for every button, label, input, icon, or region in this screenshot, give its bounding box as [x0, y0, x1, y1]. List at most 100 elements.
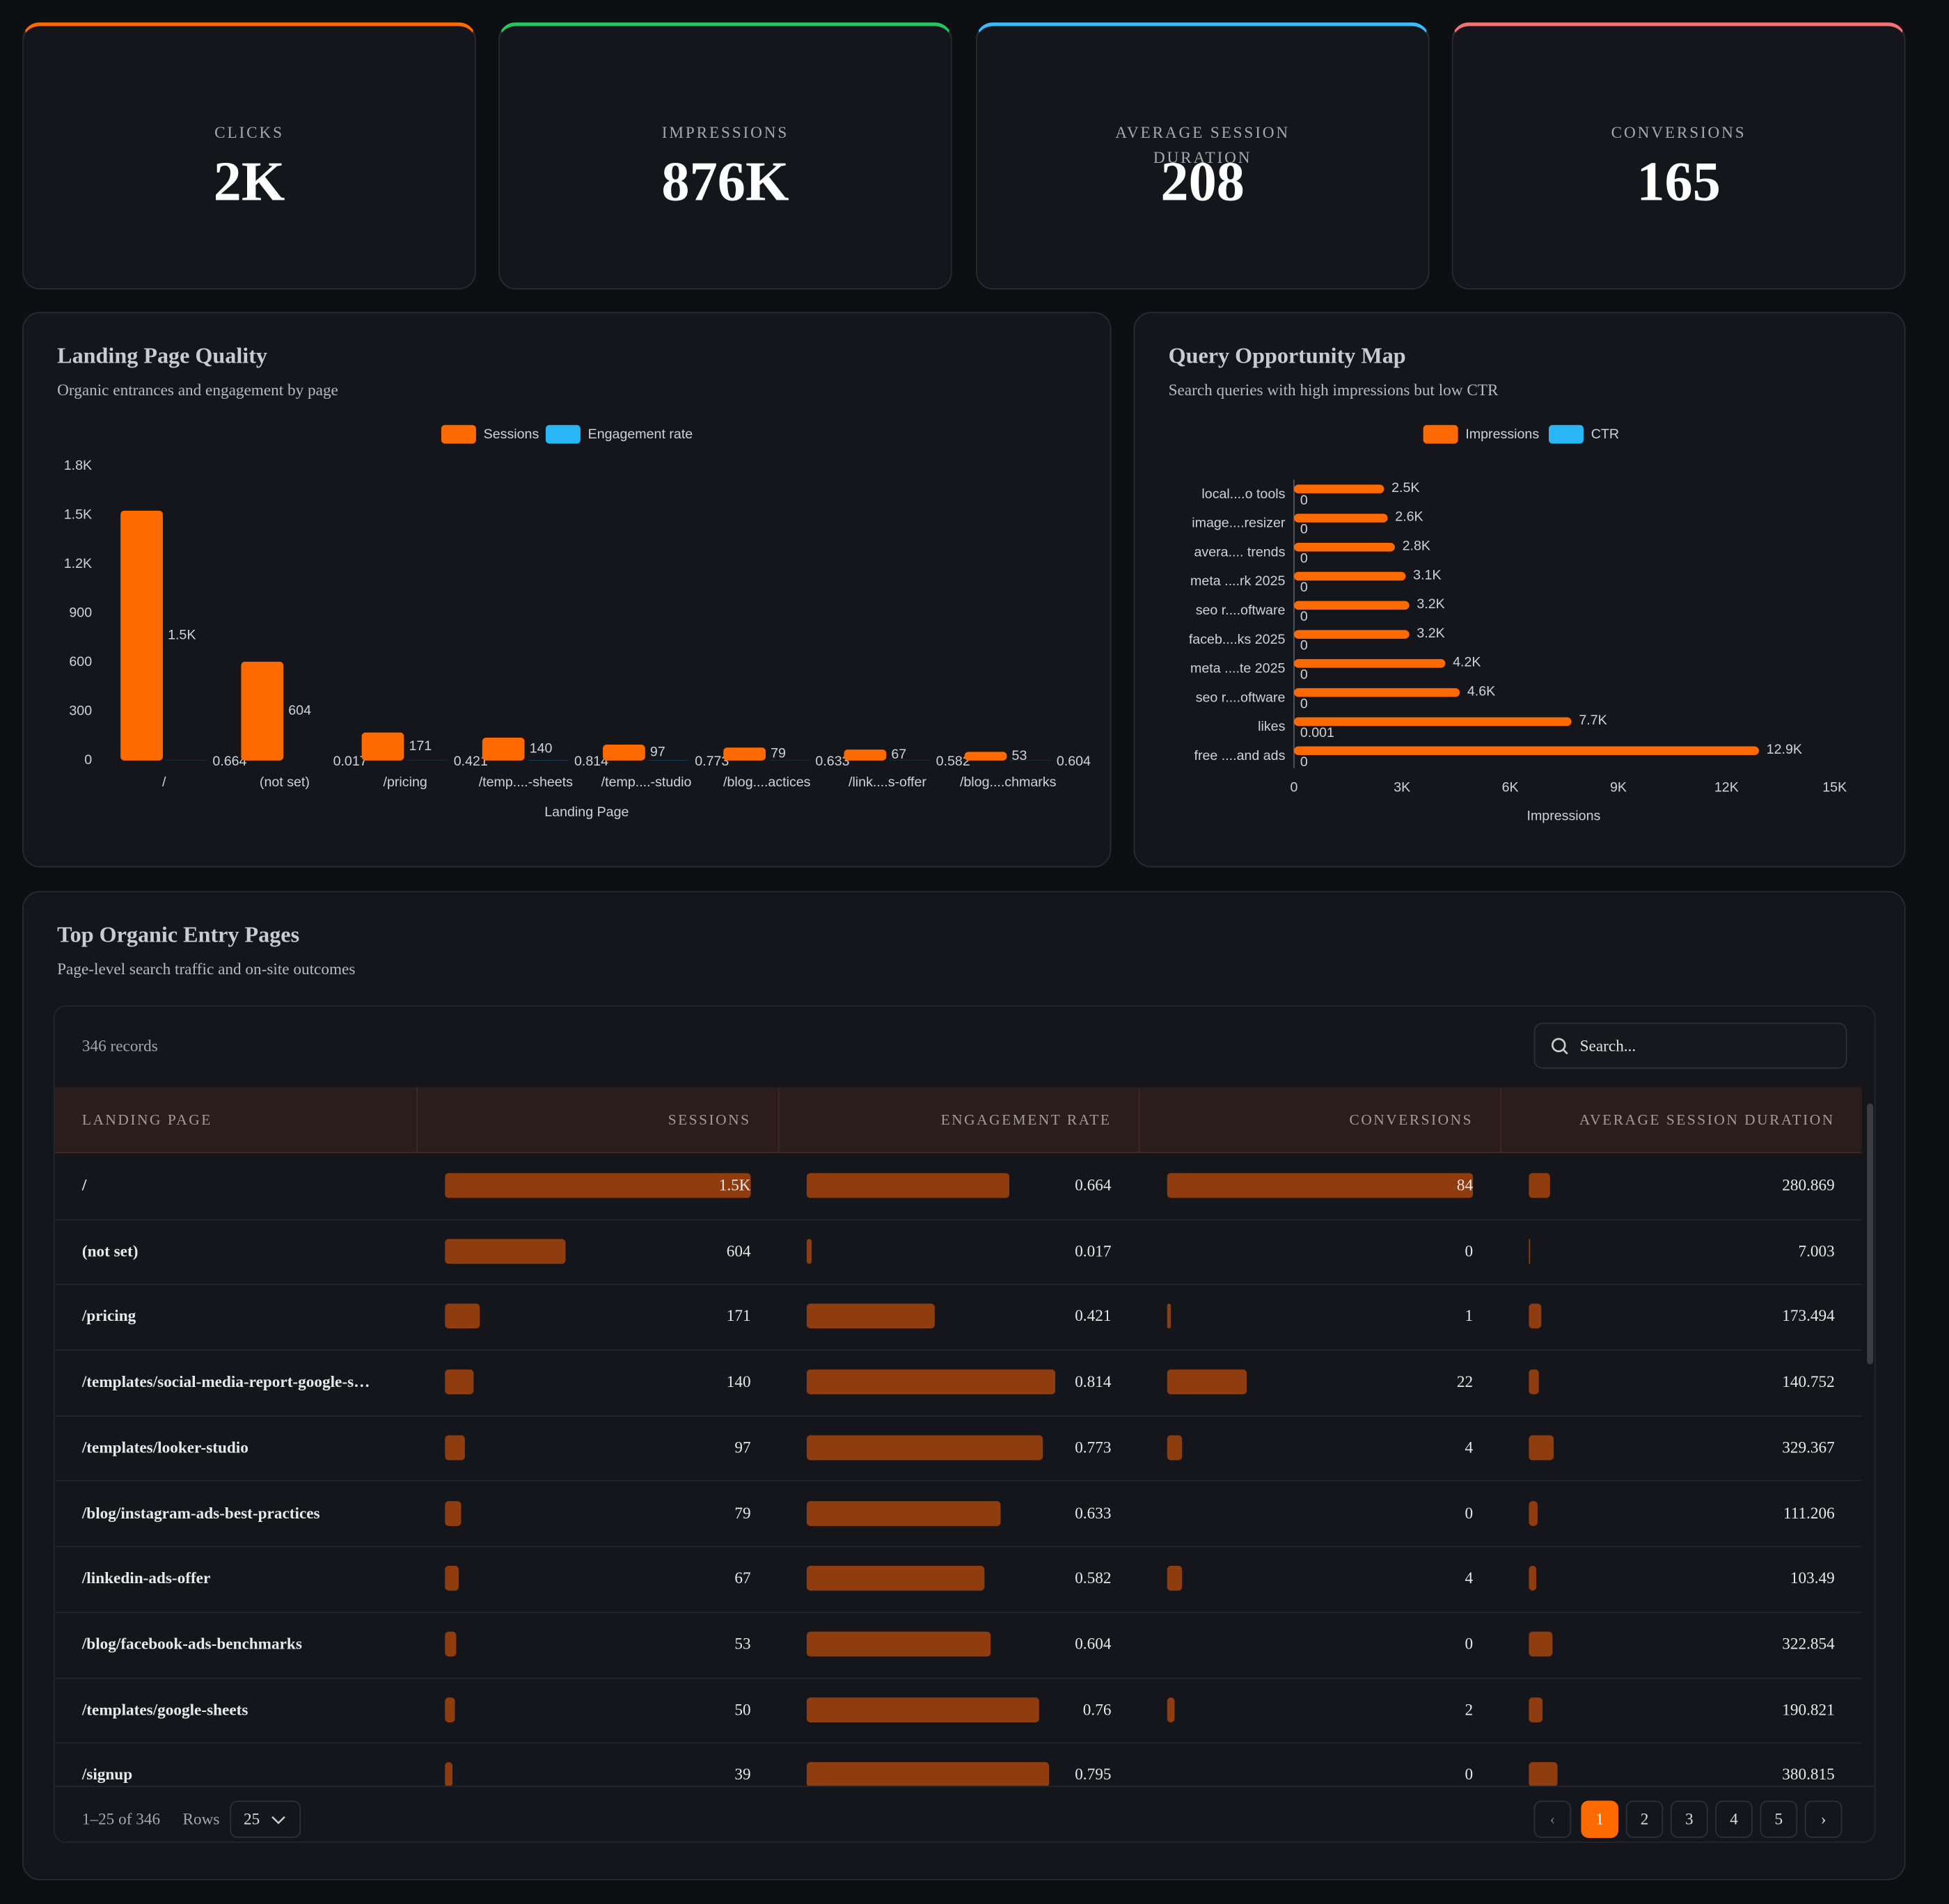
chart-title: Landing Page Quality — [57, 342, 267, 368]
scrollbar[interactable] — [1867, 1103, 1874, 1365]
cell-text: 140 — [726, 1372, 751, 1391]
data-label: 3.2K — [1417, 596, 1444, 612]
x-tick-label: 15K — [1822, 779, 1847, 795]
cell-bar — [445, 1173, 751, 1198]
y-tick-label: local....o tools — [1201, 486, 1285, 502]
kpi-label: IMPRESSIONS — [661, 122, 789, 142]
next-page[interactable]: › — [1804, 1800, 1843, 1839]
x-tick-label: /temp....-studio — [601, 775, 692, 790]
x-tick-label: 6K — [1502, 779, 1519, 795]
data-label: 0.017 — [333, 754, 368, 769]
cell-bar — [1529, 1173, 1550, 1198]
cell-bar — [1167, 1173, 1474, 1198]
page-button[interactable]: 5 — [1760, 1800, 1798, 1839]
cell-bar — [445, 1238, 567, 1264]
data-label: 0.664 — [212, 754, 246, 769]
cell-bar — [806, 1697, 1039, 1722]
cell-text: /signup — [81, 1765, 133, 1784]
x-tick-label: 12K — [1714, 779, 1739, 795]
y-tick-label: 600 — [69, 654, 92, 669]
cell-bar — [1529, 1500, 1538, 1525]
prev-page[interactable]: ‹ — [1533, 1800, 1572, 1839]
cell-text: 84 — [1456, 1175, 1474, 1195]
data-label: 140 — [530, 741, 553, 756]
legend-label: CTR — [1591, 427, 1619, 442]
cell-bar — [806, 1500, 1000, 1525]
cell-text: 0 — [1465, 1241, 1474, 1260]
cell-text: /templates/google-sheets — [81, 1699, 248, 1718]
cell-bar — [1167, 1370, 1247, 1395]
y-tick-label: meta ....rk 2025 — [1190, 573, 1285, 589]
table-title: Top Organic Entry Pages — [57, 921, 300, 947]
cell-bar — [445, 1500, 461, 1525]
x-tick-label: /blog....actices — [723, 775, 811, 790]
search-box[interactable]: Search... — [1533, 1022, 1847, 1069]
cell-bar — [806, 1631, 991, 1657]
x-tick-label: 9K — [1610, 779, 1627, 795]
page-button[interactable]: 1 — [1581, 1800, 1618, 1839]
data-label: 0.582 — [936, 754, 970, 769]
bar — [964, 752, 1007, 761]
rows-label: Rows — [182, 1809, 220, 1828]
legend-label: Engagement rate — [588, 427, 693, 442]
kpi-value: 876K — [661, 150, 789, 213]
table-row: /pricing 171 0.421 1 173.494 — [54, 1284, 1862, 1351]
column-header: LANDING PAGE — [81, 1111, 212, 1129]
cell-bar — [1529, 1303, 1542, 1329]
y-tick-label: 900 — [69, 605, 92, 620]
data-label: 79 — [771, 746, 786, 761]
column-header: CONVERSIONS — [1138, 1087, 1501, 1152]
kpi-label: AVERAGE SESSION DURATION — [1115, 122, 1291, 167]
x-tick-label: /blog....chmarks — [960, 775, 1057, 790]
bar — [1293, 659, 1446, 668]
table-subtitle: Page-level search traffic and on-site ou… — [57, 959, 356, 978]
y-tick-label: 300 — [69, 704, 92, 719]
data-label: 0.421 — [454, 754, 488, 769]
x-tick-label: 0 — [1290, 779, 1297, 795]
x-axis-label: Impressions — [1527, 808, 1601, 823]
rows-select[interactable]: 25 — [230, 1800, 301, 1839]
cell-text: 97 — [734, 1437, 751, 1457]
cell-text: 0.633 — [1075, 1502, 1112, 1522]
cell-text: 0 — [1465, 1502, 1474, 1522]
cell-bar — [1529, 1631, 1553, 1657]
chart-subtitle: Search queries with high impressions but… — [1168, 380, 1499, 399]
x-tick-label: / — [162, 775, 166, 790]
chart-title: Query Opportunity Map — [1168, 342, 1406, 368]
data-label: 0.604 — [1057, 754, 1091, 769]
cell-text: 0.795 — [1075, 1765, 1112, 1784]
data-label: 2.5K — [1391, 480, 1419, 495]
bar — [723, 747, 766, 761]
cell-bar — [1167, 1435, 1182, 1460]
data-label: 7.7K — [1579, 713, 1607, 728]
cell-text: 0 — [1465, 1765, 1474, 1784]
data-label: 3.2K — [1417, 626, 1444, 641]
bar — [361, 732, 404, 761]
legend-label: Impressions — [1465, 427, 1539, 442]
page-button[interactable]: 3 — [1670, 1800, 1708, 1839]
bar — [1293, 688, 1460, 697]
y-tick-label: 1.2K — [64, 556, 92, 571]
data-label: 2.8K — [1403, 539, 1430, 554]
cell-bar — [1529, 1566, 1537, 1592]
page-button[interactable]: 2 — [1625, 1800, 1664, 1839]
cell-text: 280.869 — [1782, 1175, 1835, 1195]
bar — [1293, 484, 1384, 493]
data-label: 0 — [1300, 493, 1308, 508]
data-table: 346 records Search... LANDING PAGE SESSIO… — [53, 1005, 1876, 1843]
cell-text: 140.752 — [1782, 1372, 1835, 1391]
cell-text: 173.494 — [1782, 1306, 1835, 1326]
cell-text: 0.76 — [1082, 1699, 1112, 1718]
y-tick-label: faceb....ks 2025 — [1189, 632, 1286, 647]
cell-text: 53 — [734, 1634, 751, 1653]
cell-bar — [1167, 1566, 1182, 1592]
page-button[interactable]: 4 — [1715, 1800, 1753, 1839]
cell-text: 103.49 — [1790, 1568, 1835, 1587]
cell-text: 0.017 — [1075, 1241, 1112, 1260]
cell-text: 39 — [734, 1765, 751, 1784]
cell-bar — [445, 1303, 480, 1329]
x-tick-label: 3K — [1394, 779, 1410, 795]
cell-bar — [806, 1435, 1043, 1460]
kpi-card: CLICKS 2K — [22, 22, 476, 290]
